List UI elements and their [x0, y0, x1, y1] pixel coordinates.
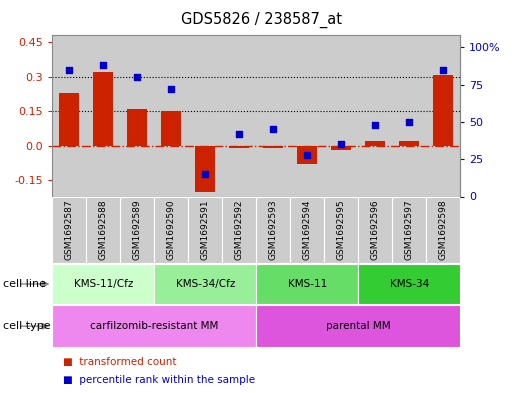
Text: GSM1692595: GSM1692595 — [337, 200, 346, 261]
Bar — [52, 305, 256, 347]
Text: KMS-11/Cfz: KMS-11/Cfz — [74, 279, 133, 289]
Bar — [120, 196, 154, 263]
Point — [201, 171, 209, 177]
Text: KMS-34: KMS-34 — [390, 279, 429, 289]
Text: cell type: cell type — [3, 321, 50, 331]
Text: ■  percentile rank within the sample: ■ percentile rank within the sample — [63, 375, 255, 386]
Bar — [52, 264, 154, 304]
Point — [99, 62, 108, 68]
Text: GSM1692593: GSM1692593 — [269, 200, 278, 261]
Bar — [161, 111, 181, 146]
Text: GSM1692590: GSM1692590 — [167, 200, 176, 261]
Text: GSM1692588: GSM1692588 — [99, 200, 108, 261]
Bar — [52, 196, 86, 263]
Bar — [229, 146, 249, 148]
Bar — [59, 93, 79, 146]
Point — [65, 66, 73, 73]
Point — [303, 152, 311, 158]
Bar — [127, 109, 147, 146]
Bar — [324, 196, 358, 263]
Point — [133, 74, 141, 80]
Text: GSM1692594: GSM1692594 — [303, 200, 312, 260]
Bar — [290, 196, 324, 263]
Point — [405, 119, 413, 125]
Bar — [324, 35, 358, 197]
Point — [337, 141, 345, 147]
Bar — [154, 264, 256, 304]
Text: GSM1692587: GSM1692587 — [65, 200, 74, 261]
Bar — [188, 35, 222, 197]
Bar — [358, 196, 392, 263]
Bar — [222, 196, 256, 263]
Text: GDS5826 / 238587_at: GDS5826 / 238587_at — [181, 12, 342, 28]
Text: ■  transformed count: ■ transformed count — [63, 356, 176, 367]
Text: GSM1692597: GSM1692597 — [405, 200, 414, 261]
Bar — [154, 35, 188, 197]
Text: parental MM: parental MM — [326, 321, 391, 331]
Bar — [195, 146, 215, 192]
Bar — [263, 146, 283, 148]
Bar — [93, 72, 113, 146]
Text: GSM1692592: GSM1692592 — [235, 200, 244, 260]
Bar — [426, 196, 460, 263]
Text: GSM1692596: GSM1692596 — [371, 200, 380, 261]
Point — [269, 126, 277, 132]
Text: cell line: cell line — [3, 279, 46, 289]
Bar — [154, 196, 188, 263]
Point — [235, 131, 243, 137]
Bar — [433, 75, 453, 146]
Bar — [392, 35, 426, 197]
Bar — [256, 35, 290, 197]
Bar — [52, 35, 86, 197]
Bar — [331, 146, 351, 151]
Text: GSM1692598: GSM1692598 — [439, 200, 448, 261]
Text: KMS-34/Cfz: KMS-34/Cfz — [176, 279, 235, 289]
Bar — [392, 196, 426, 263]
Point — [167, 86, 175, 92]
Bar — [290, 35, 324, 197]
Point — [371, 122, 379, 128]
Bar — [256, 196, 290, 263]
Bar — [426, 35, 460, 197]
Bar — [256, 305, 460, 347]
Bar — [86, 196, 120, 263]
Bar — [120, 35, 154, 197]
Text: GSM1692589: GSM1692589 — [133, 200, 142, 261]
Bar — [188, 196, 222, 263]
Bar — [358, 264, 460, 304]
Point — [439, 66, 447, 73]
Bar — [86, 35, 120, 197]
Bar — [365, 141, 385, 146]
Bar — [358, 35, 392, 197]
Text: carfilzomib-resistant MM: carfilzomib-resistant MM — [90, 321, 219, 331]
Bar — [297, 146, 317, 164]
Bar — [256, 264, 358, 304]
Bar — [222, 35, 256, 197]
Bar — [399, 141, 419, 146]
Text: GSM1692591: GSM1692591 — [201, 200, 210, 261]
Text: KMS-11: KMS-11 — [288, 279, 327, 289]
